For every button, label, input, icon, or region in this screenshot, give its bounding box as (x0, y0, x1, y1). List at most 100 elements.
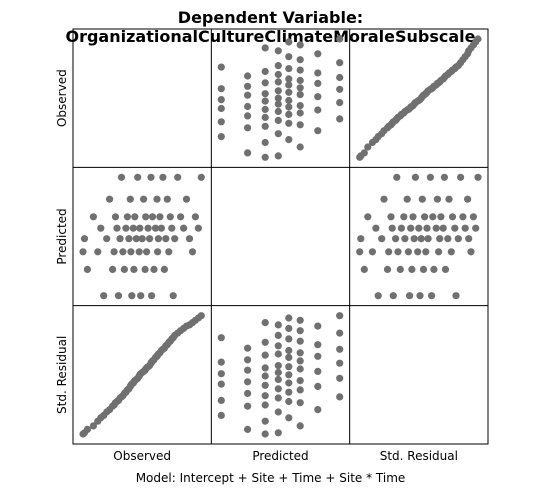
scatter-point (165, 248, 173, 256)
scatter-point (217, 396, 225, 404)
cell-predicted-vs-std_residual (356, 173, 482, 300)
scatter-point (296, 365, 304, 373)
scatter-point (285, 53, 293, 61)
scatter-point (406, 292, 414, 300)
scatter-point (244, 425, 252, 433)
scatter-point (336, 359, 344, 367)
scatter-point (388, 224, 396, 232)
scatter-point (111, 213, 120, 221)
scatter-point (296, 349, 304, 357)
x-axis-label: Std. Residual (380, 449, 458, 463)
scatter-point (132, 235, 140, 243)
scatter-point (106, 195, 114, 203)
scatter-point (378, 235, 386, 243)
scatter-point (447, 248, 455, 256)
scatter-point (410, 235, 418, 243)
scatter-point (404, 248, 412, 256)
scatter-point (80, 235, 89, 243)
scatter-point (383, 265, 392, 273)
scatter-point (296, 102, 304, 110)
scatter-point (274, 342, 282, 350)
scatter-point (274, 331, 282, 339)
scatter-point (137, 292, 145, 300)
scatter-point (119, 248, 127, 256)
scatter-point (444, 235, 452, 243)
scatter-point (114, 292, 123, 300)
scatter-point (393, 173, 401, 181)
scatter-point (79, 248, 87, 256)
scatter-point (274, 70, 282, 79)
scatter-point (336, 374, 344, 382)
scatter-point (144, 224, 152, 232)
scatter-point (314, 79, 322, 87)
chart-title: Dependent Variable: OrganizationalCultur… (65, 8, 476, 46)
scatter-point (314, 352, 322, 360)
scatter-point (336, 73, 344, 82)
scatter-point (261, 90, 269, 98)
scatter-point (274, 394, 282, 402)
scatter-point (403, 195, 411, 203)
scatter-point (380, 195, 388, 203)
scatter-point (126, 195, 134, 203)
scatter-point (394, 248, 402, 256)
scatter-point (387, 213, 395, 221)
scatter-point (448, 213, 457, 221)
scatter-point (130, 265, 138, 273)
scatter-point (336, 345, 344, 353)
cell-std_residual-vs-observed (79, 312, 205, 438)
scatter-point (125, 235, 133, 243)
scatter-point (217, 370, 225, 378)
scatter-point (400, 213, 408, 221)
scatter-point (368, 248, 376, 256)
scatter-point (261, 105, 269, 113)
cell-predicted-vs-observed (79, 173, 205, 300)
scatter-point (459, 213, 467, 221)
scatter-point (261, 153, 269, 161)
scatter-point (217, 85, 225, 93)
scatter-point (261, 319, 269, 327)
scatter-point (401, 235, 409, 243)
scatter-point (188, 248, 197, 256)
scatter-point (171, 235, 179, 243)
scatter-point (314, 127, 322, 135)
scatter-point (314, 322, 322, 330)
scatter-point (360, 149, 368, 157)
scatter-point (360, 265, 368, 273)
scatter-point (103, 235, 111, 243)
cell-observed-vs-std_residual (356, 35, 482, 161)
scatter-point (274, 152, 282, 160)
model-footnote: Model: Intercept + Site + Time + Site * … (135, 471, 406, 485)
scatter-point (261, 79, 269, 87)
scatter-point (217, 63, 225, 71)
scatter-point (296, 91, 304, 99)
scatter-point (274, 429, 282, 437)
scatter-point (415, 224, 423, 232)
scatter-point (423, 224, 431, 232)
scatter-point (147, 173, 155, 181)
scatter-point (464, 195, 472, 203)
scatter-point (217, 334, 225, 342)
scatter-point (285, 38, 293, 46)
scatter-point (426, 173, 434, 181)
scatter-point (474, 173, 482, 181)
scatter-point (136, 224, 144, 232)
scatter-point (296, 56, 304, 64)
scatter-point (261, 364, 269, 372)
scatter-point (296, 41, 304, 49)
scatter-point (285, 397, 293, 406)
scatter-point (140, 195, 148, 203)
scatter-point (261, 392, 269, 400)
scatter-point (83, 425, 91, 433)
scatter-point (217, 380, 225, 388)
scatter-point (142, 213, 150, 221)
scatter-point (274, 87, 282, 95)
scatter-point (261, 338, 269, 346)
scatter-point (296, 121, 304, 129)
scatter-point (285, 414, 293, 422)
scatter-point (285, 103, 293, 111)
scatter-point (385, 248, 393, 256)
scatter-point (454, 235, 462, 243)
scatter-point (356, 248, 364, 256)
scatter-point (244, 344, 252, 352)
scatter-point (336, 329, 344, 337)
